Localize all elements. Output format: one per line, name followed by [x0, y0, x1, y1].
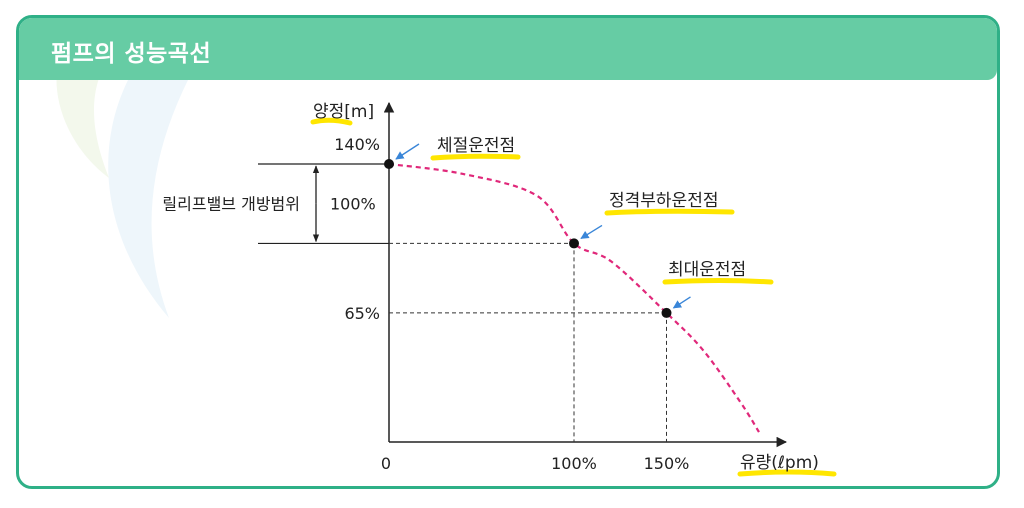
data-point — [661, 307, 672, 318]
relief-valve-range-label: 릴리프밸브 개방범위 — [162, 195, 300, 214]
max-operating-point-label: 최대운전점 — [668, 260, 746, 280]
data-point — [384, 159, 394, 169]
data-point — [569, 238, 579, 249]
performance-curve — [388, 162, 760, 433]
x-tick-label: 100% — [551, 454, 597, 473]
card-title: 펌프의 성능곡선 — [51, 41, 212, 67]
x-axis-label: 유량(ℓpm) — [740, 453, 819, 473]
point-label-highlight — [604, 208, 735, 216]
y-tick-label: 65% — [344, 304, 380, 323]
point-label-highlight — [662, 278, 774, 285]
pointer-arrow — [580, 224, 603, 240]
ylabel-highlight — [310, 117, 353, 126]
point-label-highlight — [430, 153, 521, 161]
pointer-arrow — [395, 143, 420, 160]
watermark-graphic — [56, 58, 189, 318]
card-header: 펌프의 성능곡선 — [19, 18, 997, 80]
rated-load-point-label: 정격부하운전점 — [609, 191, 718, 211]
x-tick-label: 0 — [381, 454, 391, 473]
x-tick-label: 150% — [644, 454, 690, 473]
bracket-value-label: 100% — [330, 195, 376, 214]
xlabel-highlight — [737, 469, 837, 477]
chart-card: 펌프의 성능곡선 — [16, 15, 1000, 489]
shutoff-point-label: 체절운전점 — [437, 136, 515, 156]
y-tick-label: 140% — [334, 135, 380, 154]
y-axis-label: 양정[m] — [313, 102, 374, 122]
pointer-arrow — [672, 296, 691, 309]
